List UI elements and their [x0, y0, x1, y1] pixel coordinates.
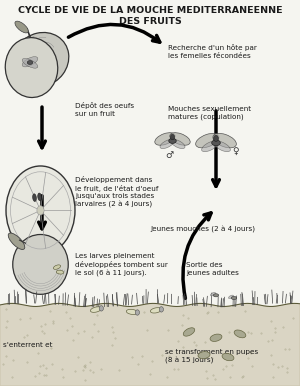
Ellipse shape [12, 32, 69, 87]
Ellipse shape [210, 334, 222, 342]
Ellipse shape [171, 139, 185, 149]
Ellipse shape [210, 292, 216, 296]
Ellipse shape [222, 353, 234, 361]
Ellipse shape [183, 328, 195, 336]
Ellipse shape [33, 194, 36, 201]
Ellipse shape [169, 138, 176, 143]
Ellipse shape [213, 134, 236, 148]
Circle shape [37, 206, 44, 215]
Ellipse shape [90, 307, 102, 312]
Text: DES FRUITS: DES FRUITS [118, 17, 182, 26]
Ellipse shape [126, 309, 138, 315]
Ellipse shape [196, 134, 219, 148]
Ellipse shape [150, 308, 162, 313]
Text: ♂: ♂ [165, 151, 174, 160]
Text: ♀: ♀ [232, 147, 239, 156]
Ellipse shape [228, 295, 234, 299]
Circle shape [99, 306, 104, 311]
Ellipse shape [202, 141, 218, 152]
Circle shape [170, 134, 175, 140]
Ellipse shape [160, 139, 174, 149]
Ellipse shape [234, 330, 246, 338]
Circle shape [135, 310, 140, 315]
Circle shape [159, 306, 164, 312]
Ellipse shape [22, 58, 38, 68]
Text: Développement dans
le fruit, de l'état d'oeuf
jusqu'aux trois stades
larvaires (: Développement dans le fruit, de l'état d… [75, 176, 158, 208]
Ellipse shape [212, 140, 220, 146]
Text: se transforment en pupes
(8 à 15 jours): se transforment en pupes (8 à 15 jours) [165, 349, 258, 364]
Ellipse shape [5, 37, 58, 98]
Ellipse shape [22, 57, 38, 67]
Circle shape [214, 135, 218, 142]
Ellipse shape [214, 141, 230, 152]
Text: Recherche d'un hôte par
les femelles fécondées: Recherche d'un hôte par les femelles féc… [168, 44, 257, 59]
Ellipse shape [15, 21, 28, 33]
Text: Dépôt des oeufs
sur un fruit: Dépôt des oeufs sur un fruit [75, 102, 134, 117]
Text: Mouches sexuellement
matures (copulation): Mouches sexuellement matures (copulation… [168, 106, 251, 120]
Ellipse shape [53, 265, 61, 269]
Ellipse shape [13, 234, 68, 294]
Circle shape [6, 166, 75, 255]
Ellipse shape [38, 193, 41, 201]
Text: s'enterrent et: s'enterrent et [3, 342, 52, 348]
Ellipse shape [155, 133, 175, 145]
Ellipse shape [8, 233, 25, 249]
Ellipse shape [198, 352, 210, 359]
Text: Jeunes mouches (2 à 4 jours): Jeunes mouches (2 à 4 jours) [150, 226, 255, 233]
Ellipse shape [27, 61, 33, 64]
Text: CYCLE DE VIE DE LA MOUCHE MEDITERRANEENNE: CYCLE DE VIE DE LA MOUCHE MEDITERRANEENN… [18, 6, 282, 15]
Ellipse shape [56, 270, 64, 274]
Text: Les larves pleinement
développées tombent sur
le sol (6 à 11 jours).: Les larves pleinement développées tomben… [75, 253, 168, 277]
Ellipse shape [170, 133, 190, 145]
Ellipse shape [213, 294, 219, 297]
Text: Sortie des
jeunes adultes: Sortie des jeunes adultes [186, 262, 239, 276]
Ellipse shape [231, 296, 237, 300]
